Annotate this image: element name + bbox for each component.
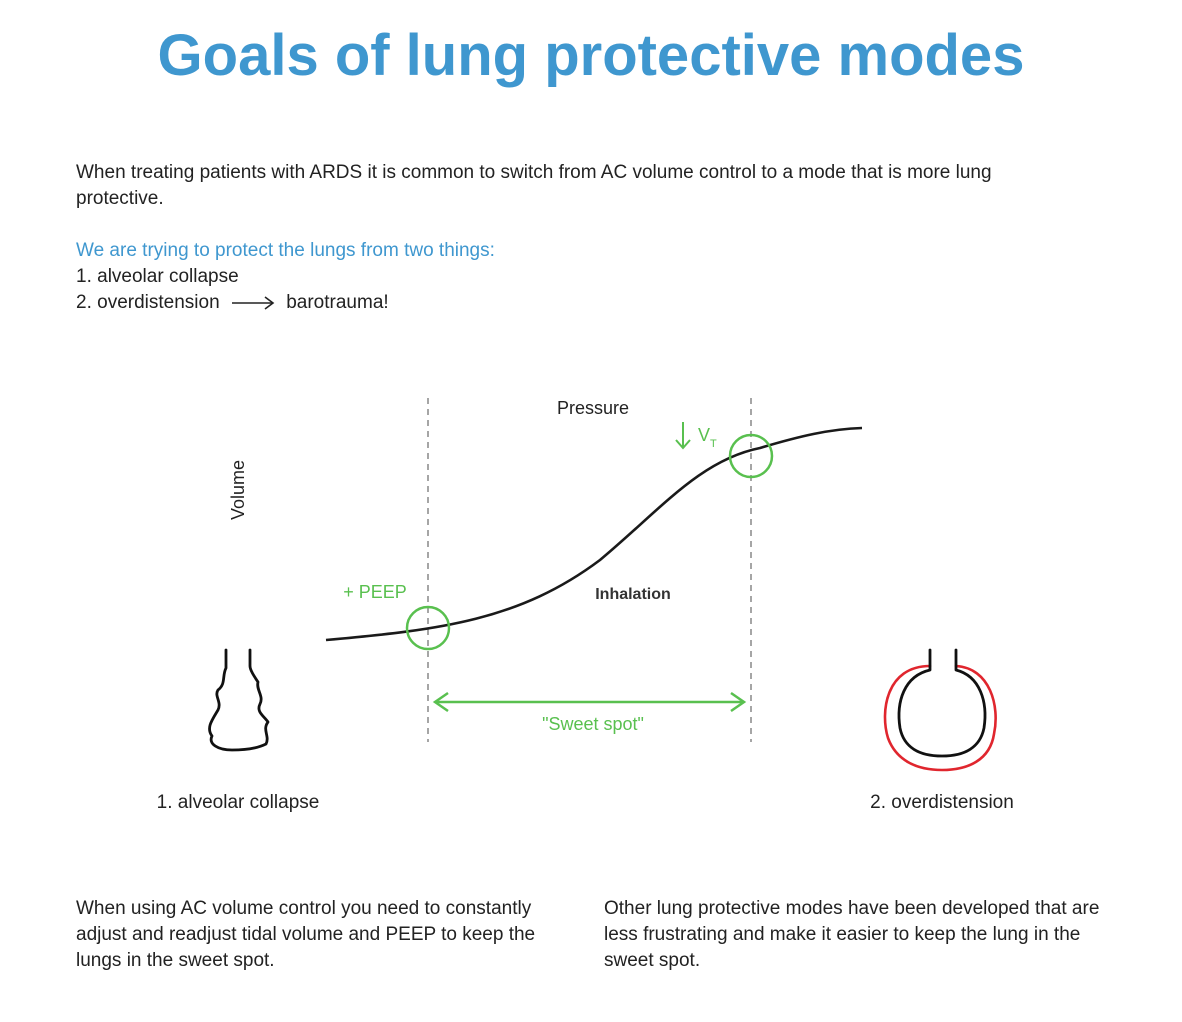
collapsed-alveolus-icon bbox=[208, 648, 270, 752]
sweet-spot-label: "Sweet spot" bbox=[542, 714, 644, 734]
right-arrow-icon bbox=[231, 296, 275, 310]
intro-paragraph: When treating patients with ARDS it is c… bbox=[76, 162, 992, 209]
tidal-volume-label: VT bbox=[698, 425, 717, 450]
x-axis-label: Pressure bbox=[557, 398, 629, 418]
peep-point-circle bbox=[405, 605, 451, 651]
curve-label: Inhalation bbox=[595, 586, 671, 603]
goals-list: We are trying to protect the lungs from … bbox=[76, 238, 495, 316]
peep-label: + PEEP bbox=[343, 582, 407, 602]
goal-item-collapse: 1. alveolar collapse bbox=[76, 266, 239, 287]
collapse-caption: 1. alveolar collapse bbox=[157, 792, 320, 813]
sweet-spot-arrow bbox=[432, 691, 747, 713]
y-axis-label: Volume bbox=[228, 460, 248, 520]
vt-point-circle bbox=[728, 433, 774, 479]
tidal-volume-v: V bbox=[698, 425, 710, 445]
tidal-volume-subscript: T bbox=[710, 438, 717, 450]
volume-control-paragraph: When using AC volume control you need to… bbox=[76, 898, 536, 971]
page-title: Goals of lung protective modes bbox=[157, 23, 1025, 88]
overdistension-caption: 2. overdistension bbox=[870, 792, 1014, 813]
goal-item-overdistension-label: 2. overdistension bbox=[76, 292, 220, 313]
pressure-volume-diagram: Pressure Volume Inhalation + PEEP VT "Sw… bbox=[157, 398, 1014, 813]
goals-heading: We are trying to protect the lungs from … bbox=[76, 240, 495, 261]
overdistended-alveolus-icon bbox=[883, 648, 997, 772]
down-arrow-icon bbox=[675, 422, 691, 450]
goal-item-overdistension: 2. overdistension barotrauma! bbox=[76, 290, 495, 316]
pressure-volume-curve bbox=[325, 426, 863, 642]
protective-modes-paragraph: Other lung protective modes have been de… bbox=[604, 898, 1100, 971]
goal-item-barotrauma: barotrauma! bbox=[286, 292, 389, 313]
